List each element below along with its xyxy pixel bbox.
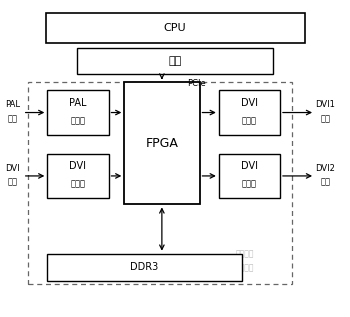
Bar (219, 90, 280, 135)
Text: PCIe: PCIe (187, 79, 206, 87)
Bar (77, 48, 273, 74)
Text: DVI: DVI (241, 98, 258, 108)
Text: 解码器: 解码器 (70, 116, 85, 125)
Bar (47, 254, 241, 281)
Text: 驱动: 驱动 (168, 56, 182, 66)
Text: 输出: 输出 (321, 178, 330, 187)
Bar (47, 90, 108, 135)
Bar (46, 13, 304, 43)
Text: DVI1: DVI1 (316, 100, 335, 109)
Text: FPGA: FPGA (146, 137, 178, 150)
Text: DVI: DVI (5, 164, 20, 172)
Text: 输入: 输入 (7, 114, 17, 123)
Text: CPU: CPU (164, 23, 186, 33)
Text: DVI2: DVI2 (316, 164, 335, 172)
Bar (219, 154, 280, 198)
Bar (124, 82, 200, 204)
Text: 输出: 输出 (321, 114, 330, 123)
Text: 解码器: 解码器 (70, 179, 85, 188)
Text: 编码器: 编码器 (242, 179, 257, 188)
Text: PAL: PAL (69, 98, 87, 108)
Text: DVI: DVI (69, 161, 86, 171)
Text: DDR3: DDR3 (130, 262, 159, 272)
Text: 显示系统: 显示系统 (236, 263, 254, 272)
Text: 编码器: 编码器 (242, 116, 257, 125)
Text: 视频图形: 视频图形 (236, 249, 254, 258)
Bar (28, 82, 292, 284)
Text: PAL: PAL (5, 100, 20, 109)
Text: 输入: 输入 (7, 178, 17, 187)
Text: DVI: DVI (241, 161, 258, 171)
Bar (47, 154, 108, 198)
